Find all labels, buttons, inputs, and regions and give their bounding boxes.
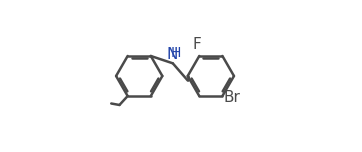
Text: H: H	[171, 46, 181, 60]
Text: Br: Br	[224, 90, 241, 105]
Text: F: F	[192, 37, 201, 52]
Text: N: N	[167, 47, 178, 62]
